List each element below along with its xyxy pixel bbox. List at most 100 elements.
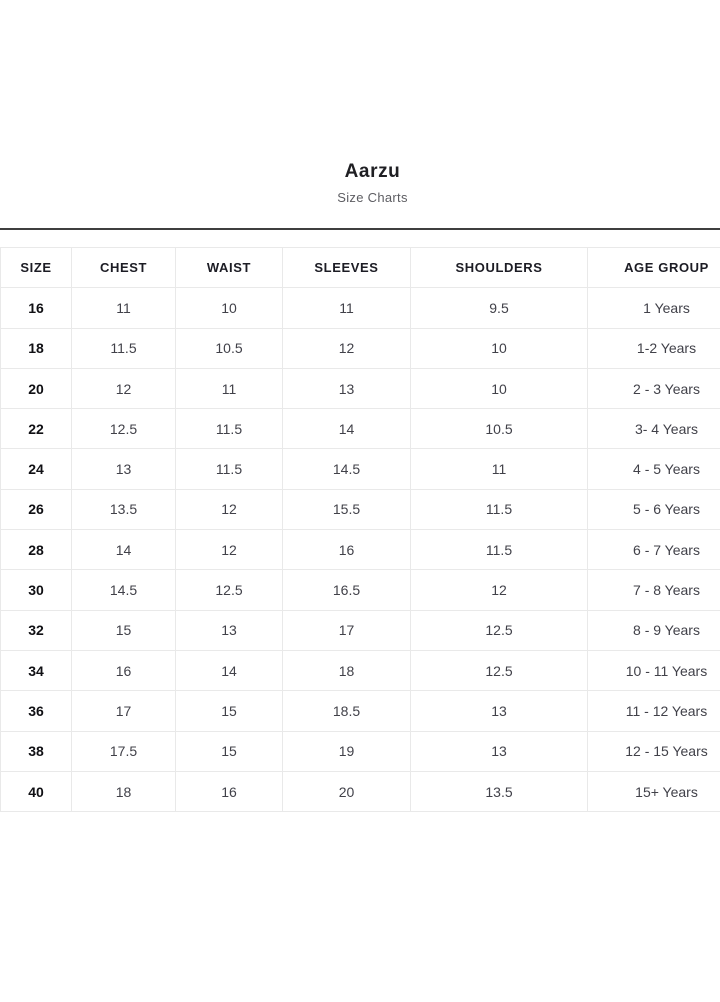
data-cell: 10 — [410, 367, 588, 410]
data-cell: 18 — [282, 649, 411, 692]
data-cell: 14 — [282, 408, 411, 450]
age-group-cell: 1-2 Years — [587, 327, 720, 369]
size-cell: 40 — [0, 770, 72, 813]
data-cell: 16 — [71, 649, 176, 692]
table-row: 24 13 11.5 14.5 11 4 - 5 Years — [0, 448, 720, 490]
data-cell: 11.5 — [71, 327, 176, 369]
size-chart-table: SIZE CHEST WAIST SLEEVES SHOULDERS AGE GROUP … — [0, 246, 720, 813]
size-cell: 16 — [0, 287, 72, 329]
age-group-cell: 12 - 15 Years — [587, 730, 720, 772]
age-group-cell: 7 - 8 Years — [587, 569, 720, 611]
header-row: SIZE CHEST WAIST SLEEVES SHOULDERS AGE GROUP — [0, 246, 720, 289]
data-cell: 17 — [71, 690, 176, 732]
data-cell: 11 — [71, 287, 176, 329]
table-row: 22 12.5 11.5 14 10.5 3- 4 Years — [0, 408, 720, 450]
data-cell: 18.5 — [282, 690, 411, 732]
data-cell: 11 — [175, 367, 283, 410]
column-header-chest: CHEST — [71, 246, 176, 289]
data-cell: 10.5 — [175, 327, 283, 369]
data-cell: 15 — [71, 609, 176, 651]
column-header-shoulders: SHOULDERS — [410, 246, 588, 289]
data-cell: 17.5 — [71, 730, 176, 772]
data-cell: 12.5 — [410, 649, 588, 692]
table-row: 16 11 10 11 9.5 1 Years — [0, 287, 720, 329]
size-cell: 32 — [0, 609, 72, 651]
data-cell: 10 — [410, 327, 588, 369]
age-group-cell: 4 - 5 Years — [587, 448, 720, 490]
data-cell: 12.5 — [175, 569, 283, 611]
data-cell: 11 — [282, 287, 411, 329]
data-cell: 12 — [71, 367, 176, 410]
column-header-sleeves: SLEEVES — [282, 246, 411, 289]
data-cell: 14.5 — [71, 569, 176, 611]
age-group-cell: 10 - 11 Years — [587, 649, 720, 692]
age-group-cell: 6 - 7 Years — [587, 529, 720, 571]
size-cell: 18 — [0, 327, 72, 369]
age-group-cell: 1 Years — [587, 287, 720, 329]
data-cell: 14 — [175, 649, 283, 692]
table-row: 18 11.5 10.5 12 10 1-2 Years — [0, 327, 720, 369]
column-header-age-group: AGE GROUP — [587, 246, 720, 289]
table-row: 20 12 11 13 10 2 - 3 Years — [0, 367, 720, 410]
data-cell: 13 — [71, 448, 176, 490]
data-cell: 15 — [175, 730, 283, 772]
table-row: 30 14.5 12.5 16.5 12 7 - 8 Years — [0, 569, 720, 611]
page-title: Aarzu — [344, 161, 401, 182]
data-cell: 13 — [282, 367, 411, 410]
data-cell: 14 — [71, 529, 176, 571]
age-group-cell: 15+ Years — [587, 770, 720, 813]
data-cell: 12 — [410, 569, 588, 611]
page-content: Aarzu Size Charts SIZE CHEST WAIST SLEEVES S… — [0, 0, 720, 813]
size-cell: 34 — [0, 649, 72, 692]
data-cell: 11.5 — [410, 488, 588, 531]
table-row: 36 17 15 18.5 13 11 - 12 Years — [0, 690, 720, 732]
size-cell: 36 — [0, 690, 72, 732]
data-cell: 14.5 — [282, 448, 411, 490]
data-cell: 11.5 — [410, 529, 588, 571]
table-row: 40 18 16 20 13.5 15+ Years — [0, 770, 720, 813]
table-row: 38 17.5 15 19 13 12 - 15 Years — [0, 730, 720, 772]
data-cell: 13.5 — [71, 488, 176, 531]
size-cell: 20 — [0, 367, 72, 410]
data-cell: 9.5 — [410, 287, 588, 329]
page-header: Aarzu Size Charts — [0, 0, 720, 206]
data-cell: 16.5 — [282, 569, 411, 611]
age-group-cell: 3- 4 Years — [587, 408, 720, 450]
age-group-cell: 2 - 3 Years — [587, 367, 720, 410]
data-cell: 19 — [282, 730, 411, 772]
data-cell: 13 — [410, 690, 588, 732]
table-row: 26 13.5 12 15.5 11.5 5 - 6 Years — [0, 488, 720, 531]
size-cell: 22 — [0, 408, 72, 450]
age-group-cell: 11 - 12 Years — [587, 690, 720, 732]
data-cell: 18 — [71, 770, 176, 813]
data-cell: 12.5 — [71, 408, 176, 450]
size-chart-head: SIZE CHEST WAIST SLEEVES SHOULDERS AGE GROUP — [0, 246, 720, 289]
size-cell: 38 — [0, 730, 72, 772]
data-cell: 11.5 — [175, 408, 283, 450]
data-cell: 12 — [282, 327, 411, 369]
data-cell: 12 — [175, 488, 283, 531]
table-row: 34 16 14 18 12.5 10 - 11 Years — [0, 649, 720, 692]
data-cell: 13 — [410, 730, 588, 772]
data-cell: 11 — [410, 448, 588, 490]
age-group-cell: 5 - 6 Years — [587, 488, 720, 531]
data-cell: 11.5 — [175, 448, 283, 490]
data-cell: 20 — [282, 770, 411, 813]
data-cell: 13.5 — [410, 770, 588, 813]
data-cell: 10 — [175, 287, 283, 329]
data-cell: 13 — [175, 609, 283, 651]
age-group-cell: 8 - 9 Years — [587, 609, 720, 651]
page-subtitle: Size Charts — [337, 190, 408, 205]
data-cell: 16 — [175, 770, 283, 813]
header-divider — [0, 228, 720, 230]
size-cell: 26 — [0, 488, 72, 531]
data-cell: 16 — [282, 529, 411, 571]
column-header-size: SIZE — [0, 246, 72, 289]
column-header-waist: WAIST — [175, 246, 283, 289]
data-cell: 15 — [175, 690, 283, 732]
table-row: 28 14 12 16 11.5 6 - 7 Years — [0, 529, 720, 571]
data-cell: 15.5 — [282, 488, 411, 531]
data-cell: 10.5 — [410, 408, 588, 450]
table-row: 32 15 13 17 12.5 8 - 9 Years — [0, 609, 720, 651]
data-cell: 12.5 — [410, 609, 588, 651]
